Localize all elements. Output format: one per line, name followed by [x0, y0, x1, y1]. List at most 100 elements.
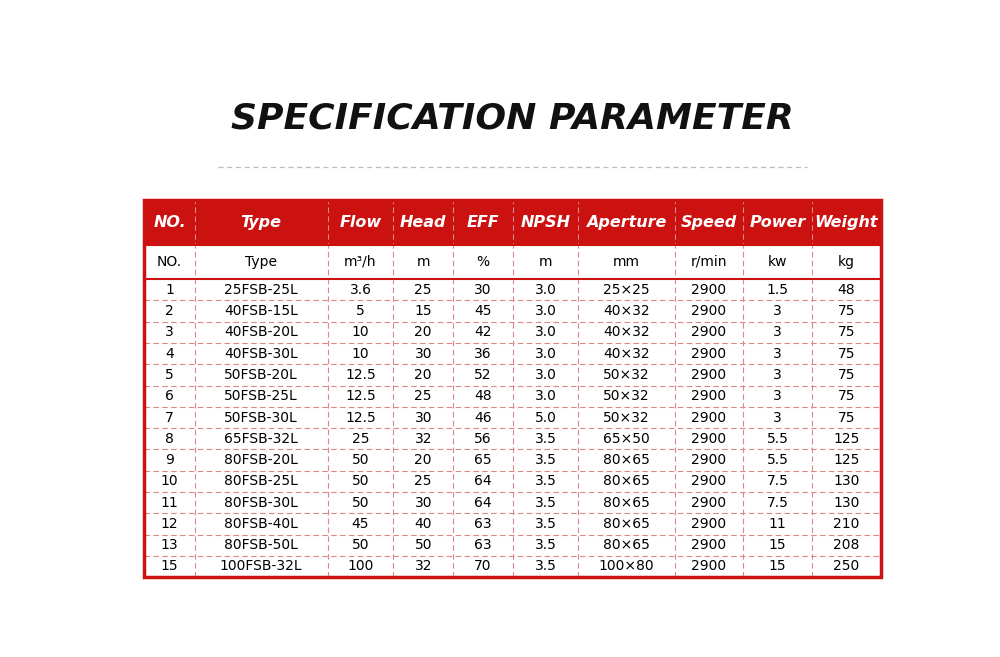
Text: 3: 3	[773, 389, 782, 403]
Text: 5: 5	[165, 368, 174, 382]
Bar	[144, 407, 881, 428]
Text: 2900: 2900	[691, 368, 726, 382]
Text: 65: 65	[474, 453, 492, 467]
Text: %: %	[476, 255, 489, 269]
Text: 250: 250	[833, 560, 859, 574]
Text: 5.5: 5.5	[767, 453, 789, 467]
Text: 75: 75	[838, 325, 855, 340]
Text: 125: 125	[833, 453, 859, 467]
Text: Type: Type	[245, 255, 277, 269]
Text: r/min: r/min	[691, 255, 727, 269]
Text: Power: Power	[749, 215, 806, 230]
Text: 8: 8	[165, 432, 174, 446]
Text: 50FSB-30L: 50FSB-30L	[224, 411, 298, 424]
Text: 30: 30	[414, 347, 432, 361]
Text: 3.5: 3.5	[535, 432, 556, 446]
Text: 36: 36	[474, 347, 492, 361]
Text: 3.0: 3.0	[535, 304, 556, 318]
Text: 2: 2	[165, 304, 174, 318]
Text: 64: 64	[474, 495, 492, 510]
Text: 2900: 2900	[691, 389, 726, 403]
Bar	[144, 449, 881, 470]
Bar	[144, 386, 881, 407]
Text: 40FSB-15L: 40FSB-15L	[224, 304, 298, 318]
Text: 5: 5	[356, 304, 365, 318]
Bar	[144, 279, 881, 300]
Text: 25: 25	[414, 474, 432, 488]
Text: 7: 7	[165, 411, 174, 424]
Text: 20: 20	[414, 368, 432, 382]
Text: 100×80: 100×80	[599, 560, 654, 574]
Text: 70: 70	[474, 560, 491, 574]
Text: 30: 30	[414, 495, 432, 510]
Text: Weight: Weight	[815, 215, 878, 230]
Text: 15: 15	[161, 560, 178, 574]
Text: 50: 50	[352, 538, 369, 553]
Text: 9: 9	[165, 453, 174, 467]
Text: 2900: 2900	[691, 325, 726, 340]
Text: 52: 52	[474, 368, 491, 382]
Text: 75: 75	[838, 411, 855, 424]
Text: 2900: 2900	[691, 432, 726, 446]
Bar	[144, 492, 881, 513]
Text: 3: 3	[773, 411, 782, 424]
Text: 46: 46	[474, 411, 492, 424]
Bar	[144, 470, 881, 492]
Text: 80FSB-20L: 80FSB-20L	[224, 453, 298, 467]
Text: Type: Type	[241, 215, 282, 230]
Text: 10: 10	[352, 347, 369, 361]
Text: 3.5: 3.5	[535, 560, 556, 574]
Text: 3.0: 3.0	[535, 368, 556, 382]
Text: 63: 63	[474, 538, 492, 553]
Text: 25FSB-25L: 25FSB-25L	[224, 283, 298, 297]
Text: 50×32: 50×32	[603, 411, 650, 424]
Text: 10: 10	[352, 325, 369, 340]
Text: 3.0: 3.0	[535, 325, 556, 340]
Text: 80×65: 80×65	[603, 474, 650, 488]
Bar	[144, 556, 881, 577]
Text: 2900: 2900	[691, 453, 726, 467]
Text: 11: 11	[769, 517, 786, 531]
Text: 2900: 2900	[691, 538, 726, 553]
Text: 7.5: 7.5	[767, 474, 789, 488]
Text: 3.6: 3.6	[349, 283, 371, 297]
Text: 2900: 2900	[691, 283, 726, 297]
Text: 32: 32	[414, 560, 432, 574]
Text: 3: 3	[773, 347, 782, 361]
Text: 80×65: 80×65	[603, 538, 650, 553]
Text: 3: 3	[773, 304, 782, 318]
Text: 3.0: 3.0	[535, 347, 556, 361]
Bar	[144, 343, 881, 364]
Text: 42: 42	[474, 325, 491, 340]
Text: 10: 10	[161, 474, 178, 488]
Text: 100FSB-32L: 100FSB-32L	[220, 560, 302, 574]
Text: 3.5: 3.5	[535, 474, 556, 488]
Text: m³/h: m³/h	[344, 255, 377, 269]
Text: 3.5: 3.5	[535, 538, 556, 553]
Text: 3: 3	[773, 325, 782, 340]
Text: 45: 45	[474, 304, 491, 318]
Text: 2900: 2900	[691, 411, 726, 424]
Text: 2900: 2900	[691, 474, 726, 488]
Bar	[144, 245, 881, 279]
Text: 20: 20	[414, 325, 432, 340]
Text: 2900: 2900	[691, 347, 726, 361]
Text: 50FSB-25L: 50FSB-25L	[224, 389, 298, 403]
Text: 50: 50	[352, 495, 369, 510]
Text: 2900: 2900	[691, 560, 726, 574]
Text: 75: 75	[838, 389, 855, 403]
Text: 208: 208	[833, 538, 859, 553]
Text: m: m	[539, 255, 552, 269]
Text: 64: 64	[474, 474, 492, 488]
Bar	[144, 535, 881, 556]
Text: 2900: 2900	[691, 517, 726, 531]
Text: 30: 30	[474, 283, 491, 297]
Text: 100: 100	[347, 560, 374, 574]
Text: m: m	[416, 255, 430, 269]
Text: 4: 4	[165, 347, 174, 361]
Text: 210: 210	[833, 517, 859, 531]
Text: 80FSB-30L: 80FSB-30L	[224, 495, 298, 510]
Text: 1: 1	[165, 283, 174, 297]
Bar	[144, 322, 881, 343]
Text: 80×65: 80×65	[603, 517, 650, 531]
